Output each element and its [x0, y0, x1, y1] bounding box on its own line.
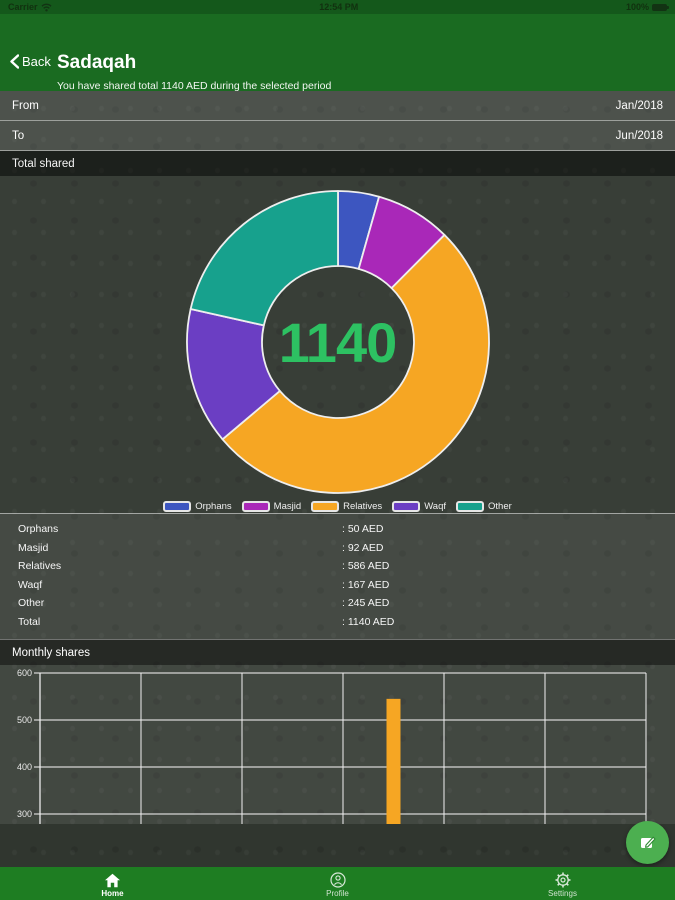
legend-swatch — [456, 501, 485, 512]
carrier-label: Carrier — [8, 2, 38, 12]
tab-profile-label: Profile — [326, 888, 349, 898]
summary-label: Other — [18, 597, 45, 609]
status-bar: Carrier 12:54 PM 100% — [0, 0, 675, 14]
to-date-row[interactable]: To Jun/2018 — [0, 121, 675, 151]
monthly-bar-chart: 600 500 400 300 — [0, 665, 675, 824]
legend-swatch — [241, 501, 270, 512]
tab-settings[interactable]: Settings — [450, 867, 675, 900]
summary-row: Masjid : 92 AED — [0, 539, 675, 558]
back-label: Back — [22, 54, 51, 69]
summary-row: Other : 245 AED — [0, 594, 675, 613]
legend-item-other: Other — [456, 501, 512, 512]
legend-label: Orphans — [195, 501, 232, 512]
settings-icon — [555, 872, 571, 888]
back-button[interactable]: Back — [10, 54, 51, 69]
donut-chart — [182, 186, 494, 498]
donut-legend: Orphans Masjid Relatives Waqf Other — [0, 501, 675, 512]
summary-value: : 50 AED — [342, 523, 384, 535]
legend-label: Relatives — [343, 501, 383, 512]
total-shared-title: Total shared — [12, 157, 75, 170]
monthly-bar — [386, 698, 401, 824]
battery-icon — [652, 3, 669, 11]
summary-label: Total — [18, 615, 41, 628]
tab-bar: Home Profile — [0, 867, 675, 900]
summary-row: Waqf : 167 AED — [0, 576, 675, 595]
y-tick-label: 600 — [17, 668, 32, 678]
legend-label: Waqf — [424, 501, 447, 512]
summary-value: : 586 AED — [342, 560, 390, 572]
wifi-icon — [41, 3, 52, 12]
monthly-shares-title: Monthly shares — [12, 646, 90, 659]
profile-icon — [329, 871, 346, 888]
summary-row: Orphans : 50 AED — [0, 520, 675, 539]
summary-row: Relatives : 586 AED — [0, 557, 675, 576]
summary-value: : 245 AED — [342, 597, 390, 609]
header: Back Sadaqah You have shared total 1140 … — [0, 14, 675, 92]
battery-percent: 100% — [625, 2, 649, 12]
from-label: From — [12, 99, 39, 112]
tab-home-label: Home — [101, 888, 124, 898]
monthly-shares-section-header: Monthly shares — [0, 639, 675, 665]
summary-row-total: Total : 1140 AED — [0, 613, 675, 632]
chevron-left-icon — [10, 54, 19, 69]
legend-swatch — [311, 501, 340, 512]
from-date-row[interactable]: From Jan/2018 — [0, 91, 675, 121]
home-icon — [104, 872, 121, 888]
legend-item-orphans: Orphans — [163, 501, 232, 512]
legend-label: Masjid — [273, 501, 302, 512]
edit-fab-button[interactable] — [626, 821, 669, 864]
summary-label: Waqf — [18, 578, 43, 591]
page-subtitle: You have shared total 1140 AED during th… — [57, 80, 332, 92]
edit-icon — [638, 833, 657, 852]
y-tick-label: 300 — [17, 809, 32, 819]
donut-slice-other — [189, 190, 339, 327]
to-label: To — [12, 129, 25, 142]
summary-list: Orphans : 50 AED Masjid : 92 AED Relativ… — [0, 513, 675, 639]
tab-home[interactable]: Home — [0, 867, 225, 900]
legend-item-waqf: Waqf — [392, 501, 446, 512]
summary-value: : 1140 AED — [342, 615, 395, 628]
donut-chart-section: 1140 Orphans Masjid Relatives Waqf Other — [0, 176, 675, 513]
monthly-bar-chart-svg: 600 500 400 300 — [17, 668, 647, 824]
summary-label: Orphans — [18, 523, 59, 535]
summary-value: : 167 AED — [342, 578, 390, 591]
from-value: Jan/2018 — [615, 99, 663, 112]
y-tick-label: 500 — [17, 715, 32, 725]
legend-item-relatives: Relatives — [311, 501, 382, 512]
clock: 12:54 PM — [319, 2, 359, 12]
summary-label: Masjid — [18, 541, 49, 554]
y-tick-label: 400 — [17, 762, 32, 772]
legend-swatch — [163, 501, 192, 512]
tab-settings-label: Settings — [548, 888, 577, 898]
legend-swatch — [392, 501, 421, 512]
total-shared-section-header: Total shared — [0, 151, 675, 176]
legend-label: Other — [488, 501, 512, 512]
page-title: Sadaqah — [57, 52, 137, 73]
to-value: Jun/2018 — [615, 129, 663, 142]
donut-slice-relatives — [221, 234, 490, 494]
summary-label: Relatives — [18, 560, 62, 572]
tab-profile[interactable]: Profile — [225, 867, 450, 900]
legend-item-masjid: Masjid — [241, 501, 302, 512]
summary-value: : 92 AED — [342, 541, 384, 554]
monthly-shares-section: Monthly shares 600 500 400 300 — [0, 639, 675, 824]
